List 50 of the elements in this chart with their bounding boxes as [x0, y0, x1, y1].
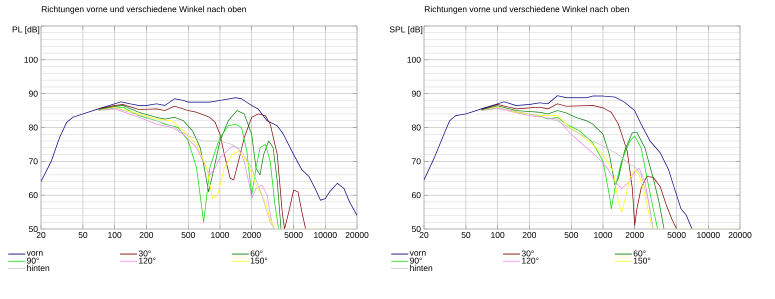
- legend-label: 30°: [522, 250, 534, 256]
- x-tick-label: 20000: [728, 232, 752, 238]
- y-tick-label: 90: [28, 90, 38, 97]
- y-tick-label: 70: [29, 158, 38, 164]
- y-axis-title: SPL [dB]: [390, 26, 422, 34]
- chart-title: Richtungen vorne und verschiedene Winkel nach oben: [42, 6, 246, 14]
- legend-label: 120°: [139, 258, 156, 264]
- y-tick-label: 70: [412, 158, 421, 164]
- x-tick-label: 50: [462, 232, 470, 238]
- y-tick-label: 80: [412, 124, 421, 130]
- legend-label: 60°: [250, 250, 263, 256]
- legend-label: vorn: [410, 251, 426, 256]
- x-tick-label: 50: [78, 232, 88, 238]
- y-axis-title: PL [dB]: [12, 26, 40, 34]
- x-tick-label: 200: [522, 232, 536, 238]
- x-tick-label: 20: [36, 232, 46, 238]
- x-tick-label: 100: [108, 232, 122, 238]
- x-tick-label: 100: [491, 232, 504, 238]
- x-tick-label: 2000: [626, 232, 644, 238]
- legend-label: 120°: [522, 258, 538, 264]
- x-tick-label: 500: [564, 232, 578, 238]
- y-tick-label: 50: [412, 226, 421, 232]
- x-tick-label: 1000: [211, 232, 230, 238]
- legend-label: 150°: [634, 258, 650, 264]
- y-tick-label: 50: [28, 226, 38, 232]
- legend-label: hinten: [27, 264, 50, 272]
- x-tick-label: 10000: [697, 232, 720, 238]
- x-tick-label: 5000: [668, 232, 686, 238]
- y-tick-label: 60: [29, 192, 38, 198]
- x-tick-label: 10000: [314, 232, 337, 238]
- x-tick-label: 2000: [242, 232, 261, 238]
- legend-label: hinten: [410, 264, 432, 272]
- y-tick-label: 100: [24, 56, 38, 63]
- x-tick-label: 200: [140, 232, 154, 238]
- x-tick-label: 1000: [594, 232, 612, 238]
- y-tick-label: 60: [412, 192, 421, 198]
- legend-label: 90°: [410, 258, 422, 264]
- y-tick-label: 90: [412, 90, 421, 97]
- y-tick-label: 80: [28, 124, 38, 130]
- x-tick-label: 500: [182, 232, 195, 238]
- legend-label: vorn: [26, 251, 43, 256]
- legend-label: 60°: [634, 250, 646, 256]
- legend-label: 90°: [27, 258, 39, 264]
- x-tick-label: 20000: [346, 232, 368, 238]
- x-tick-label: 5000: [284, 232, 303, 238]
- legend-label: 150°: [250, 258, 268, 264]
- legend-label: 30°: [138, 250, 151, 256]
- y-tick-label: 100: [408, 56, 421, 63]
- chart-title: Richtungen vorne und verschiedene Winkel nach oben: [424, 6, 629, 14]
- x-tick-label: 20: [420, 232, 428, 238]
